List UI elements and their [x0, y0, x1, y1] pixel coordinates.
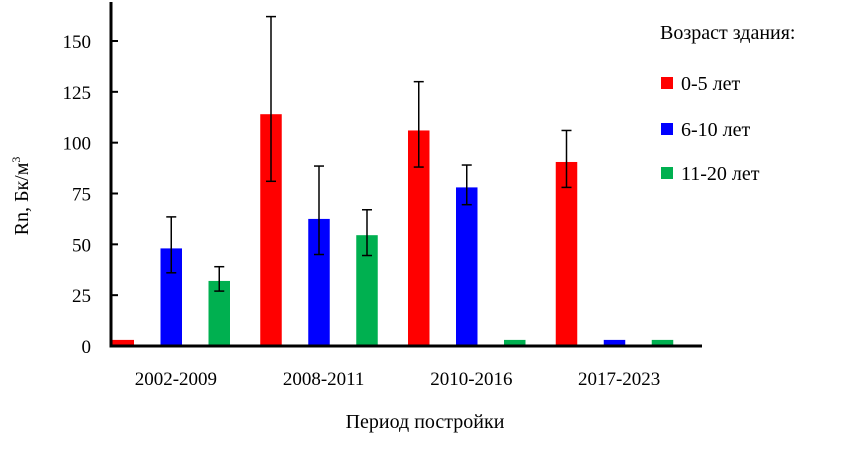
- bar: [160, 248, 182, 346]
- bar: [603, 339, 626, 346]
- bar: [308, 218, 330, 346]
- y-tick-labels: 0 25 50 75 100 125 150: [63, 32, 92, 358]
- legend-title: Возраст здания:: [660, 22, 796, 44]
- category-label: 2002-2009: [135, 369, 217, 390]
- legend-swatch: [661, 123, 673, 135]
- y-axis-title: Rn, Бк/м3: [9, 157, 33, 236]
- bars-layer: [112, 114, 674, 346]
- category-label: 2010-2016: [430, 369, 512, 390]
- axes-layer: [109, 2, 702, 348]
- y-tick-label: 100: [63, 134, 92, 155]
- legend-label: 6-10 лет: [681, 119, 751, 141]
- y-tick-label: 50: [72, 235, 91, 256]
- y-tick-label: 25: [72, 286, 91, 307]
- y-axis-title-sup: 3: [9, 157, 23, 163]
- bar: [555, 161, 578, 346]
- bar: [651, 339, 674, 346]
- legend: Возраст здания: 0-5 лет 6-10 лет 11-20 лет: [660, 22, 796, 185]
- error-bars-layer: [166, 15, 572, 292]
- bar: [504, 339, 526, 346]
- category-label: 2017-2023: [578, 369, 660, 390]
- bar: [260, 114, 282, 346]
- legend-swatch: [661, 167, 673, 179]
- y-tick-label: 0: [82, 337, 92, 358]
- y-tick-label: 125: [63, 83, 92, 104]
- bar: [112, 339, 134, 346]
- y-tick-label: 75: [72, 185, 91, 206]
- x-axis-title: Период постройки: [346, 411, 505, 433]
- bar: [456, 187, 478, 346]
- bar: [208, 280, 230, 346]
- bar: [356, 235, 378, 346]
- y-tick-label: 150: [63, 32, 92, 53]
- legend-label: 11-20 лет: [681, 163, 760, 185]
- category-labels: 2002-2009 2008-2011 2010-2016 2017-2023: [135, 369, 661, 390]
- legend-label: 0-5 лет: [681, 73, 741, 95]
- legend-swatch: [661, 77, 673, 89]
- category-label: 2008-2011: [283, 369, 365, 390]
- bar: [408, 130, 430, 346]
- y-axis-title-main: Rn, Бк/м: [11, 162, 33, 235]
